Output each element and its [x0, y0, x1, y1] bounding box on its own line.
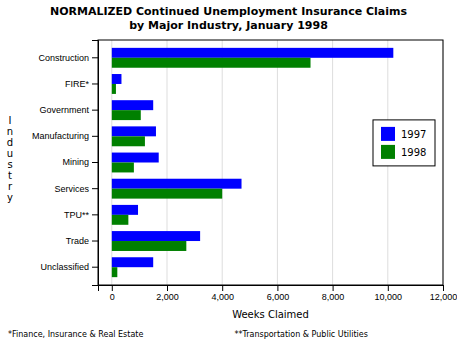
bar — [112, 205, 138, 215]
tick-mark — [167, 285, 168, 291]
legend-label: 1998 — [401, 147, 426, 158]
tick-label: 0 — [110, 292, 115, 302]
tick: Government — [39, 105, 98, 115]
bar — [112, 74, 122, 84]
bar — [112, 153, 159, 163]
tick-mark — [92, 188, 98, 189]
tick-mark — [92, 83, 98, 84]
tick: 12,000 — [430, 285, 457, 302]
tick: Unclassified — [40, 262, 98, 272]
tick-mark — [92, 110, 98, 111]
bar — [112, 163, 134, 173]
axis-line — [92, 41, 99, 286]
tick-label: 12,000 — [430, 292, 457, 302]
tick-label: 8,000 — [322, 292, 345, 302]
subtitle: by Major Industry, January 1998 — [129, 19, 328, 32]
chart: NORMALIZED Continued Unemployment Insura… — [0, 0, 457, 343]
tick: 10,000 — [375, 285, 403, 302]
tick: Construction — [38, 53, 98, 63]
legend-swatch — [381, 145, 395, 159]
bar — [112, 257, 153, 267]
tick-label: Government — [39, 105, 89, 115]
grid-line — [332, 40, 333, 285]
footnote: *Finance, Insurance & Real Estate — [8, 330, 143, 339]
tick-label: Mining — [62, 157, 89, 167]
y-label: Industry — [7, 115, 13, 203]
tick-mark — [388, 285, 389, 291]
legend-box — [373, 120, 435, 166]
tick-label: Construction — [38, 53, 89, 63]
tick: 8,000 — [322, 285, 345, 302]
tick-mark — [92, 214, 98, 215]
title: NORMALIZED Continued Unemployment Insura… — [50, 5, 408, 18]
legend-item: 1997 — [381, 127, 426, 141]
tick-mark — [92, 136, 98, 137]
bar — [112, 48, 394, 58]
plot-frame — [98, 40, 443, 285]
bars — [112, 48, 394, 277]
bar — [112, 58, 311, 68]
tick-mark — [443, 285, 444, 291]
tick: 6,000 — [267, 285, 290, 302]
grid-line — [277, 40, 278, 285]
tick-mark — [92, 162, 98, 163]
plot: 0 2,000 4,000 6,000 8,000 10,000 12,000 Unclass… — [32, 40, 457, 302]
bar — [112, 126, 156, 136]
legend-item: 1998 — [381, 145, 426, 159]
bar — [112, 267, 118, 277]
bar — [112, 215, 129, 225]
tick: 2,000 — [156, 285, 179, 302]
bar — [112, 110, 141, 120]
x-axis: 0 2,000 4,000 6,000 8,000 10,000 12,000 — [99, 285, 457, 302]
tick-label: Services — [54, 184, 89, 194]
x-label: Weeks Claimed — [232, 309, 309, 320]
bar — [112, 189, 222, 199]
legend-label: 1997 — [401, 129, 426, 140]
bar — [112, 231, 200, 241]
tick-label: Unclassified — [40, 262, 89, 272]
tick-mark — [92, 57, 98, 58]
tick: 0 — [110, 285, 115, 302]
series — [112, 58, 311, 277]
tick: FIRE* — [65, 79, 98, 89]
tick-label: Manufacturing — [32, 131, 89, 141]
tick-mark — [222, 285, 223, 291]
bar — [112, 136, 145, 146]
tick: Mining — [62, 157, 98, 167]
grid-line — [222, 40, 223, 285]
tick: Manufacturing — [32, 131, 98, 141]
grid — [112, 40, 443, 285]
tick-mark — [277, 285, 278, 291]
y-axis: Unclassified Trade TPU** Services Mining Manu… — [32, 41, 99, 286]
bar — [112, 84, 116, 94]
bar — [112, 100, 153, 110]
tick-label: TPU** — [64, 210, 90, 220]
bar — [112, 241, 187, 251]
footnote: **Transportation & Public Utilities — [235, 330, 368, 339]
legend-swatch — [381, 127, 395, 141]
tick-label: 10,000 — [375, 292, 403, 302]
bar — [112, 179, 242, 189]
tick: 4,000 — [211, 285, 234, 302]
tick-label: Trade — [66, 236, 89, 246]
tick: Services — [54, 184, 98, 194]
tick-label: FIRE* — [65, 79, 90, 89]
tick-mark — [92, 241, 98, 242]
tick: Trade — [66, 236, 98, 246]
tick-mark — [92, 267, 98, 268]
legend: 1997 1998 — [373, 120, 435, 166]
tick: TPU** — [64, 210, 98, 220]
tick-mark — [112, 285, 113, 291]
series — [112, 48, 394, 267]
tick-label: 6,000 — [267, 292, 290, 302]
tick-mark — [333, 285, 334, 291]
tick-label: 2,000 — [156, 292, 179, 302]
tick-label: 4,000 — [211, 292, 234, 302]
axis-line — [99, 286, 444, 292]
